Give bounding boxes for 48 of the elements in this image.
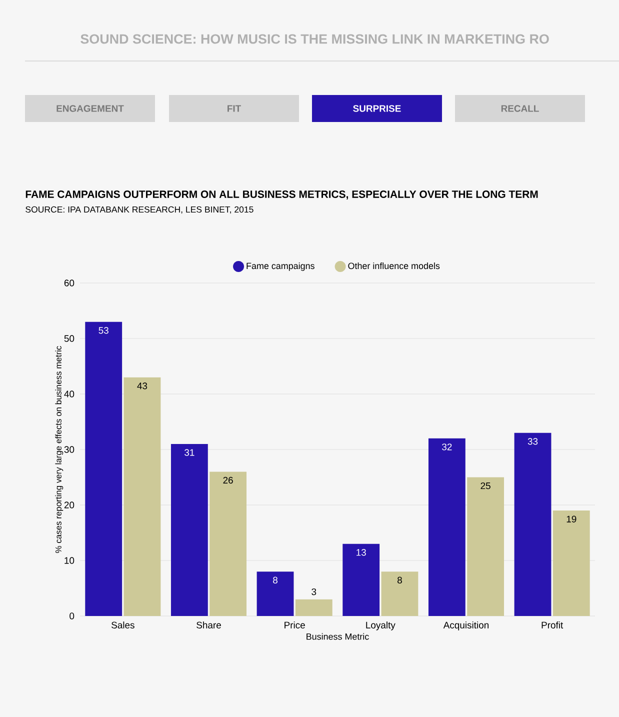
text: SOUND SCIENCE: HOW MUSIC IS THE MISSING LINK IN MARKETING RO	[80, 34, 549, 44]
legend-label: Other influence models	[348, 262, 440, 270]
y-tick-label: 0	[70, 612, 74, 620]
chart-title: FAME CAMPAIGNS OUTPERFORM ON ALL BUSINESS METRICS, ESPECIALLY OVER THE LONG TERM	[26, 190, 538, 200]
bar	[552, 510, 590, 616]
x-tick-label: Price	[284, 622, 305, 628]
bar	[170, 444, 208, 616]
text: ENGAGEMENT	[56, 105, 124, 112]
data-label: 33	[528, 438, 538, 445]
text: RECALL	[501, 105, 539, 112]
x-tick-label: Acquisition	[443, 622, 489, 630]
data-label: 53	[98, 327, 108, 334]
bar	[342, 544, 380, 616]
data-label: 13	[356, 549, 366, 556]
y-tick-label: 20	[64, 502, 74, 508]
data-label: 43	[137, 382, 148, 390]
y-axis-title: % cases reporting very large effects on business metric	[55, 346, 64, 553]
y-tick-label: 60	[64, 280, 74, 286]
bar	[381, 572, 418, 616]
data-label: 31	[184, 449, 194, 456]
data-label: 26	[223, 476, 233, 484]
bar	[85, 322, 122, 616]
x-tick-label: Loyalty	[366, 622, 396, 630]
text: SURPRISE	[353, 105, 401, 112]
x-tick-label: Sales	[112, 622, 134, 628]
y-tick-label: 50	[64, 335, 74, 342]
data-label: 19	[566, 516, 576, 522]
data-label: 8	[273, 576, 278, 584]
y-tick-label: 30	[64, 446, 74, 453]
y-tick-label: 40	[64, 390, 74, 398]
legend-label: Fame campaigns	[246, 262, 314, 271]
y-tick-label: 10	[64, 557, 74, 564]
data-label: 32	[442, 444, 452, 450]
x-tick-label: Share	[196, 622, 221, 628]
x-tick-label: Profit	[542, 622, 564, 628]
data-label: 25	[480, 482, 490, 490]
source-note: SOURCE: IPA DATABANK RESEARCH, LES BINET, 2015	[26, 206, 254, 214]
data-label: 3	[312, 588, 316, 596]
bar	[428, 438, 466, 616]
bar	[124, 377, 161, 616]
data-label: 8	[398, 576, 402, 584]
bar	[514, 432, 552, 616]
bar	[467, 477, 504, 616]
bar	[210, 472, 247, 616]
bar	[295, 599, 332, 616]
bar	[256, 572, 294, 616]
x-axis-title: Business Metric	[306, 633, 369, 640]
text: FIT	[228, 105, 242, 112]
